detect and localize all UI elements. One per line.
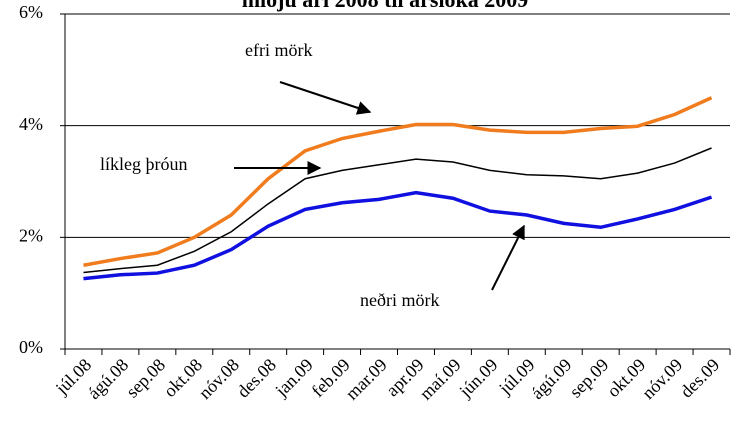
annotation: efri mörk (245, 40, 312, 60)
y-tick-label: 6% (19, 2, 43, 22)
x-tick-label: sep.08 (122, 355, 169, 402)
annotation: líkleg þróun (100, 154, 188, 174)
x-tick-label: nóv.09 (638, 355, 686, 403)
x-tick-label: nóv.08 (195, 355, 243, 403)
x-tick-label: maí.09 (416, 355, 465, 404)
arrow (491, 224, 525, 291)
y-tick-label: 2% (19, 225, 43, 245)
x-tick-label: mar.09 (342, 355, 391, 404)
y-tick-label: 0% (19, 337, 43, 357)
x-tick-label: des.08 (233, 355, 280, 402)
x-tick-label: jún.09 (455, 355, 502, 402)
x-tick-label: des.09 (676, 355, 723, 402)
arrow (279, 81, 372, 115)
x-tick-label: jan.09 (271, 355, 317, 401)
series-line (83, 190, 713, 281)
x-tick-label: ágú.08 (84, 355, 132, 403)
x-tick-label: ágú.09 (527, 355, 575, 403)
annotation: neðri mörk (360, 290, 439, 310)
y-tick-label: 4% (19, 114, 43, 134)
x-tick-label: sep.09 (565, 355, 612, 402)
series-line (83, 96, 713, 267)
chart-title: miðju ári 2008 til ársloka 2009 (242, 0, 529, 12)
series-line (83, 147, 712, 274)
